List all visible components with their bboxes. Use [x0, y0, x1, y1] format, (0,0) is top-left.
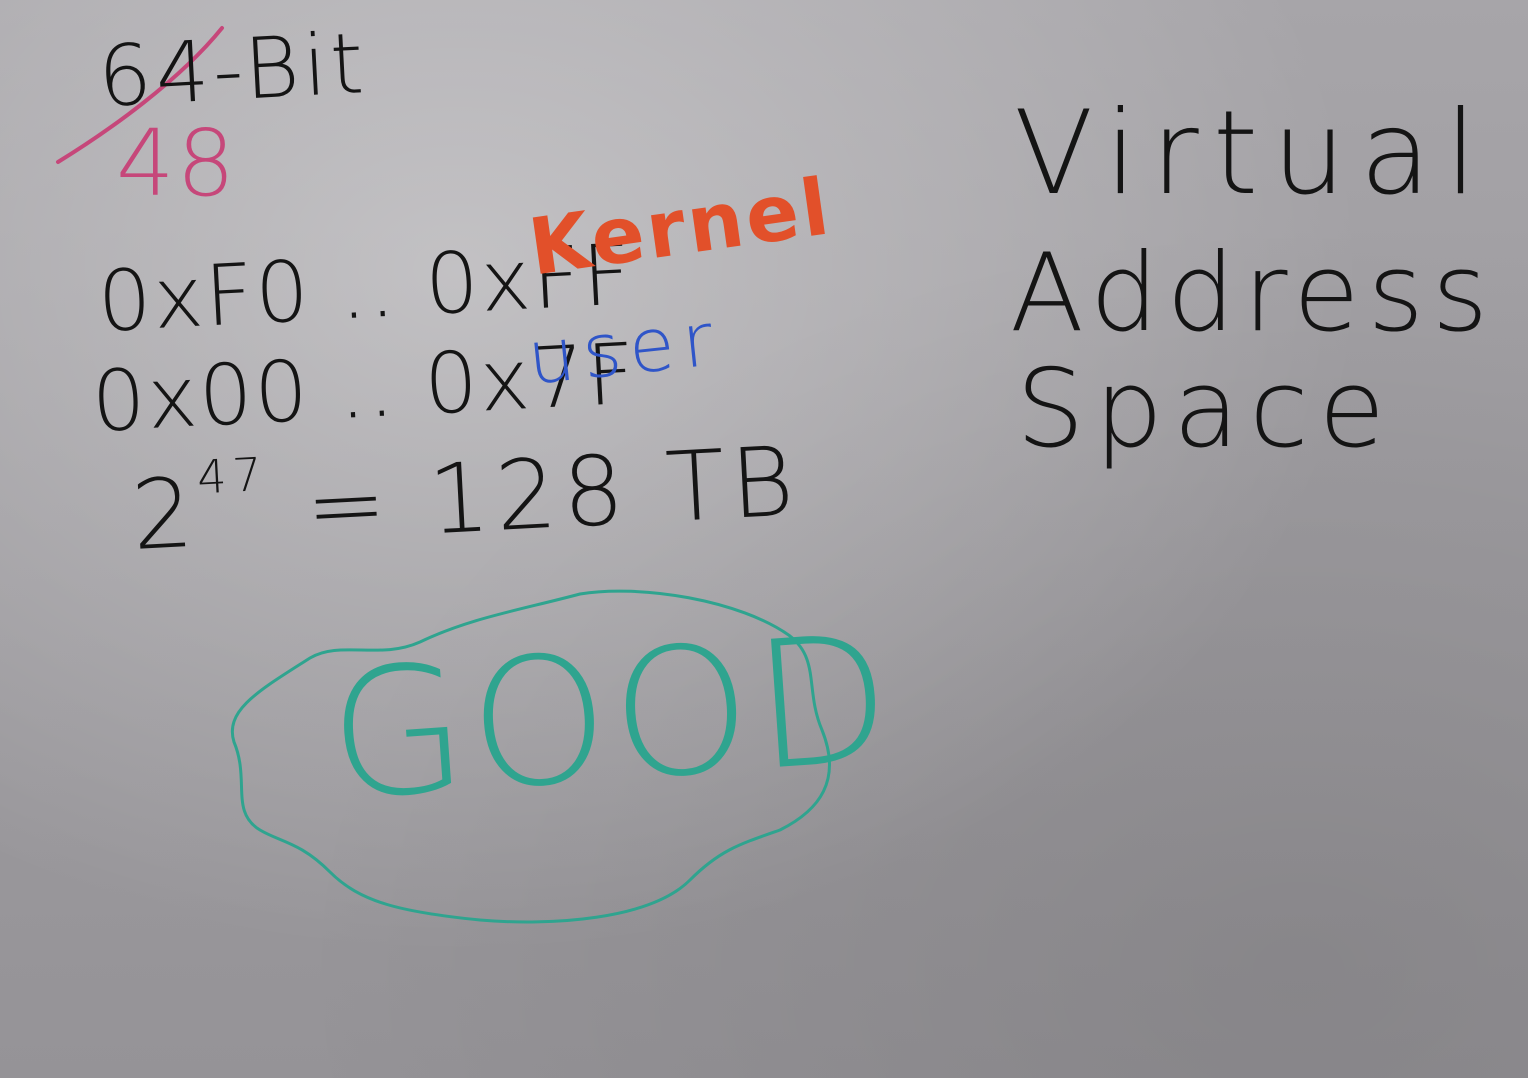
- kernel-label: Kernel: [523, 162, 837, 294]
- equation-result: = 128 TB: [302, 425, 803, 563]
- strike-through-line: [56, 26, 224, 164]
- title-address: Address: [1010, 231, 1497, 356]
- equation-base: 2: [129, 456, 202, 572]
- good-word: GOOD: [322, 595, 901, 840]
- user-label: user: [523, 296, 725, 402]
- title-virtual: Virtual: [1014, 86, 1492, 221]
- equation-exponent: 47: [195, 446, 270, 505]
- heading-crossed-out: 64-Bit: [95, 14, 370, 126]
- heading-correction: 48: [116, 110, 238, 217]
- size-equation: 247 = 128 TB: [129, 425, 802, 572]
- title-space: Space: [1016, 347, 1396, 472]
- good-cloud-outline: [230, 589, 831, 924]
